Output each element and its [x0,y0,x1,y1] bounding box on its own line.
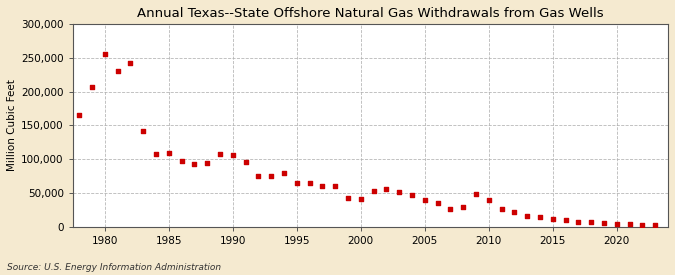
Point [535,215,545,219]
Point [304,181,315,185]
Point [176,159,187,164]
Point [99,52,110,57]
Point [419,198,430,202]
Point [125,61,136,65]
Point [458,205,468,209]
Point [343,196,354,200]
Point [586,220,597,224]
Point [253,173,264,178]
Point [74,113,84,117]
Point [624,222,635,227]
Point [189,162,200,166]
Point [138,129,148,133]
Point [406,193,417,197]
Point [112,69,123,73]
Point [509,210,520,214]
Y-axis label: Million Cubic Feet: Million Cubic Feet [7,79,17,171]
Point [215,152,225,156]
Point [547,217,558,221]
Point [202,161,213,165]
Point [432,200,443,205]
Point [151,152,161,156]
Point [650,223,661,227]
Point [445,207,456,211]
Point [86,85,97,89]
Point [522,213,533,218]
Point [573,219,584,224]
Point [279,171,290,175]
Point [394,190,404,194]
Point [227,152,238,157]
Point [599,221,610,225]
Point [266,174,277,178]
Point [470,192,481,196]
Point [381,187,392,191]
Point [368,189,379,193]
Point [496,207,507,211]
Point [163,150,174,155]
Point [356,196,367,201]
Point [560,218,571,222]
Text: Source: U.S. Energy Information Administration: Source: U.S. Energy Information Administ… [7,263,221,272]
Point [292,181,302,185]
Point [317,183,328,188]
Point [483,198,494,202]
Point [330,184,341,189]
Point [240,160,251,164]
Point [612,221,622,226]
Title: Annual Texas--State Offshore Natural Gas Withdrawals from Gas Wells: Annual Texas--State Offshore Natural Gas… [137,7,603,20]
Point [637,222,648,227]
